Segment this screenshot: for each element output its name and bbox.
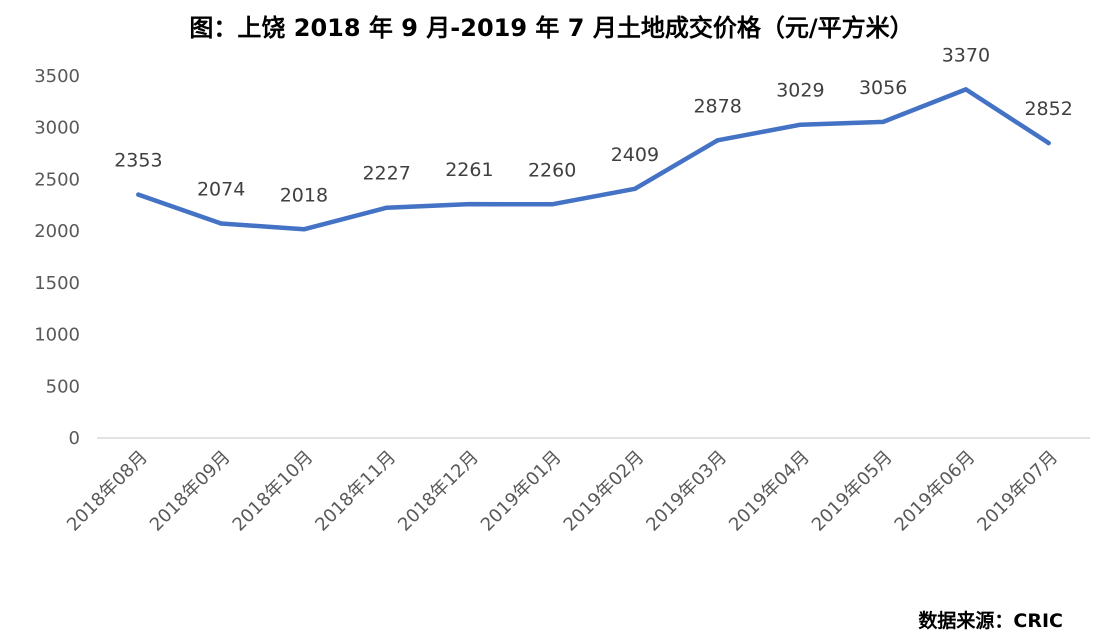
y-tick-label: 2000 — [34, 221, 80, 242]
data-point — [301, 227, 307, 232]
x-axis-ticks: 2018年08月2018年09月2018年10月2018年11月2018年12月… — [63, 447, 1062, 536]
x-tick-label: 2019年01月 — [477, 447, 566, 536]
y-tick-label: 3000 — [34, 118, 80, 139]
data-point — [467, 201, 472, 207]
data-label: 3029 — [776, 80, 824, 102]
x-tick-label: 2019年02月 — [560, 447, 649, 536]
data-label: 3370 — [942, 44, 990, 66]
data-point — [715, 138, 720, 143]
y-tick-label: 2500 — [34, 169, 80, 190]
data-label: 2260 — [528, 159, 576, 181]
y-tick-label: 1500 — [34, 273, 80, 294]
x-tick-label: 2019年03月 — [642, 447, 731, 536]
x-tick-label: 2019年04月 — [725, 447, 814, 536]
data-label: 2261 — [445, 159, 493, 181]
x-tick-label: 2018年09月 — [146, 447, 235, 536]
y-axis-ticks: 0 500 1000 1500 2000 2500 3000 3500 — [34, 66, 80, 449]
y-tick-label: 1000 — [34, 325, 80, 346]
data-label: 2852 — [1024, 98, 1072, 120]
data-point — [549, 202, 555, 207]
series-line — [136, 87, 1051, 232]
data-point — [880, 119, 886, 125]
y-tick-label: 3500 — [34, 66, 80, 87]
x-tick-label: 2018年11月 — [311, 447, 400, 536]
data-source: 数据来源：CRIC — [918, 610, 1063, 632]
chart-title: 图：上饶 2018 年 9 月-2019 年 7 月土地成交价格（元/平方米） — [189, 14, 914, 42]
x-tick-label: 2018年08月 — [63, 447, 152, 536]
data-point — [1046, 140, 1051, 146]
data-point — [963, 87, 969, 92]
data-label: 2227 — [362, 163, 410, 185]
data-label: 2878 — [693, 95, 741, 117]
x-tick-label: 2019年05月 — [808, 447, 897, 536]
data-point — [384, 205, 389, 210]
x-tick-label: 2018年10月 — [229, 447, 318, 536]
y-tick-label: 500 — [46, 376, 80, 397]
x-tick-label: 2019年06月 — [891, 447, 980, 536]
data-point — [218, 221, 224, 226]
data-point — [798, 122, 803, 127]
data-label: 2074 — [197, 178, 245, 200]
data-point — [632, 186, 638, 192]
data-point — [136, 192, 141, 197]
data-label: 2353 — [114, 150, 162, 172]
x-tick-label: 2018年12月 — [394, 447, 483, 536]
data-labels: 2353 2074 2018 2227 2261 2260 2409 2878 3029 3056… — [114, 44, 1073, 232]
data-label: 3056 — [859, 77, 907, 99]
x-tick-label: 2019年07月 — [973, 447, 1062, 536]
y-tick-label: 0 — [69, 428, 80, 449]
data-label: 2409 — [611, 144, 659, 166]
data-label: 2018 — [280, 184, 328, 206]
